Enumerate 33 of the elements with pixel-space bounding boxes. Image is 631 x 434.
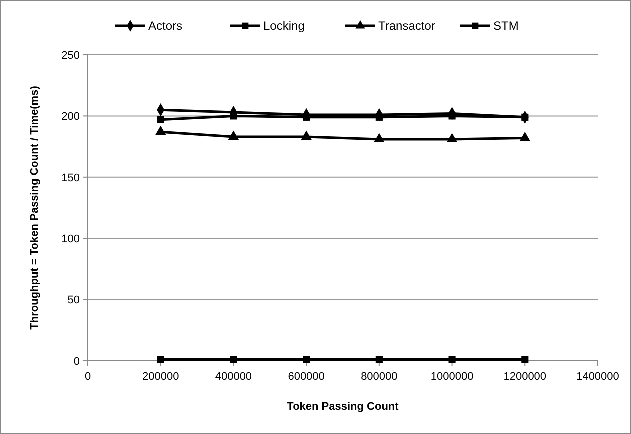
- x-tick-label: 200000: [142, 371, 180, 383]
- x-axis-title: Token Passing Count: [287, 401, 400, 413]
- point: [446, 133, 458, 143]
- y-tick-label: 0: [74, 356, 80, 368]
- point: [303, 356, 310, 364]
- point: [155, 126, 166, 136]
- x-tick-label: 600000: [288, 371, 325, 383]
- point: [520, 132, 531, 142]
- y-tick-label: 250: [62, 50, 80, 62]
- point: [376, 356, 383, 364]
- point: [522, 356, 529, 364]
- y-tick-label: 50: [68, 294, 80, 307]
- point: [230, 356, 238, 364]
- point: [228, 130, 240, 140]
- point: [374, 133, 385, 143]
- y-axis-title: Throughput = Token Passing Count / Time(ms): [29, 86, 41, 330]
- point: [157, 116, 164, 124]
- y-tick-label: 150: [62, 172, 80, 184]
- point: [301, 130, 312, 140]
- legend-label: Locking: [264, 19, 305, 34]
- legend-label: STM: [494, 19, 519, 34]
- y-tick-label: 100: [62, 233, 80, 246]
- point: [157, 356, 164, 364]
- legend-label: Transactor: [378, 19, 436, 34]
- x-tick-label: 1200000: [504, 371, 547, 383]
- y-tick-label: 200: [62, 111, 80, 124]
- x-tick-label: 800000: [361, 371, 398, 383]
- x-tick-label: 1400000: [576, 371, 620, 383]
- point: [448, 356, 456, 364]
- x-tick-label: 400000: [215, 371, 252, 383]
- x-tick-label: 0: [84, 371, 92, 383]
- legend-label: Actors: [148, 19, 183, 34]
- x-tick-label: 1000000: [430, 371, 474, 383]
